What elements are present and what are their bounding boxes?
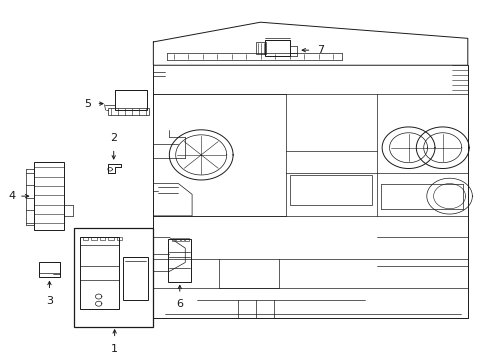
Text: 2: 2 [110,134,117,143]
Bar [255,42,265,54]
Text: 5: 5 [84,99,91,109]
Bar [181,238,184,241]
Text: 7: 7 [317,45,324,55]
Bar [114,90,146,110]
Text: 6: 6 [176,300,183,309]
Bar [82,237,88,240]
Bar [100,237,105,240]
Text: 4: 4 [8,191,15,201]
Bar [34,162,64,230]
Bar [122,257,147,300]
Bar [108,237,114,240]
Text: 1: 1 [111,344,118,354]
Bar [40,262,60,277]
Bar [289,175,371,205]
Bar [171,238,175,241]
Bar [185,238,188,241]
Bar [264,40,289,56]
Text: 3: 3 [46,296,53,306]
Bar [81,237,119,309]
Bar [117,237,122,240]
Bar [176,238,180,241]
Bar [107,108,148,116]
Bar [168,239,191,282]
Bar [74,228,153,327]
Bar [91,237,97,240]
